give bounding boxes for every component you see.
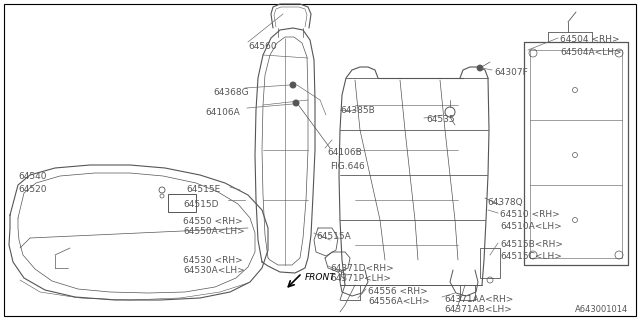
Text: 64556A<LH>: 64556A<LH> <box>368 297 429 306</box>
Text: 64106A: 64106A <box>205 108 240 117</box>
Text: FIG.646: FIG.646 <box>330 162 365 171</box>
Text: 64515A: 64515A <box>316 232 351 241</box>
Text: 64535: 64535 <box>426 115 454 124</box>
Text: FRONT: FRONT <box>305 273 336 282</box>
Text: 64515C<LH>: 64515C<LH> <box>500 252 562 261</box>
Text: 64530A<LH>: 64530A<LH> <box>183 266 244 275</box>
Text: 64385B: 64385B <box>340 106 375 115</box>
Text: 64371P<LH>: 64371P<LH> <box>330 274 391 283</box>
Bar <box>480 248 500 278</box>
Text: 64510A<LH>: 64510A<LH> <box>500 222 562 231</box>
Text: 64510 <RH>: 64510 <RH> <box>500 210 560 219</box>
Text: 64371AA<RH>: 64371AA<RH> <box>444 295 513 304</box>
Text: 64371D<RH>: 64371D<RH> <box>330 264 394 273</box>
Text: 64378Q: 64378Q <box>487 198 523 207</box>
Text: 64515D: 64515D <box>183 200 218 209</box>
Text: 64530 <RH>: 64530 <RH> <box>183 256 243 265</box>
Text: 64540: 64540 <box>18 172 47 181</box>
Text: 64520: 64520 <box>18 185 47 194</box>
Text: 64550 <RH>: 64550 <RH> <box>183 217 243 226</box>
Text: 64307F: 64307F <box>494 68 528 77</box>
Bar <box>168 194 196 212</box>
Circle shape <box>293 100 299 106</box>
Text: A643001014: A643001014 <box>575 305 628 314</box>
Text: 64556 <RH>: 64556 <RH> <box>368 287 428 296</box>
Text: 64515B<RH>: 64515B<RH> <box>500 240 563 249</box>
Text: 64504A<LH>: 64504A<LH> <box>560 48 621 57</box>
Text: 64106B: 64106B <box>327 148 362 157</box>
Text: 64550A<LH>: 64550A<LH> <box>183 227 244 236</box>
Text: 64371AB<LH>: 64371AB<LH> <box>444 305 512 314</box>
Circle shape <box>290 82 296 88</box>
Circle shape <box>477 65 483 71</box>
Text: 64504 <RH>: 64504 <RH> <box>560 35 620 44</box>
Text: 64560: 64560 <box>248 42 276 51</box>
Text: 64368G: 64368G <box>213 88 248 97</box>
Text: 64515E: 64515E <box>186 185 220 194</box>
